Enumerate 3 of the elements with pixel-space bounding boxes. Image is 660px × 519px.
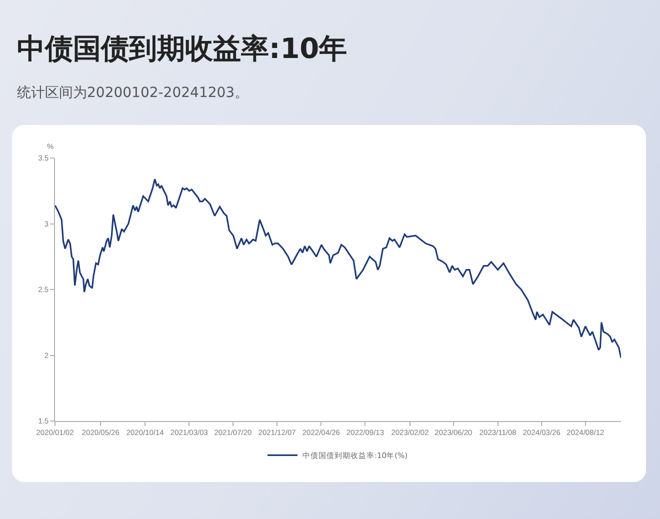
line-series: [55, 178, 621, 359]
chart-title: 中债国债到期收益率:10年: [17, 31, 348, 67]
chart-subtitle: 统计区间为20200102-20241203。: [17, 84, 249, 102]
